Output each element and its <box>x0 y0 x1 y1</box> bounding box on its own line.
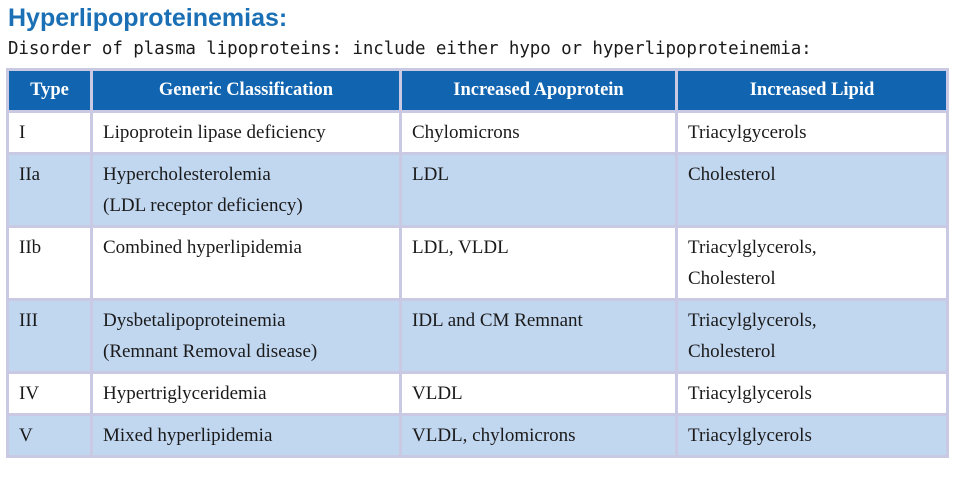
apoprotein-line: LDL <box>412 164 449 185</box>
classification-line: (LDL receptor deficiency) <box>103 195 303 216</box>
table-row: V Mixed hyperlipidemia VLDL, chylomicron… <box>9 416 946 455</box>
page-subtitle: Disorder of plasma lipoproteins: include… <box>8 39 812 59</box>
classification-line: Hypertriglyceridemia <box>103 383 267 404</box>
cell-type: IIb <box>9 228 90 298</box>
lipid-line: Triacylglycerols, <box>688 310 817 331</box>
table-header-row: Type Generic Classification Increased Ap… <box>9 71 946 110</box>
cell-classification: Lipoprotein lipase deficiency <box>93 113 399 152</box>
cell-lipid: Triacylgycerols <box>678 113 946 152</box>
classification-line: Hypercholesterolemia <box>103 164 271 185</box>
apoprotein-line: Chylomicrons <box>412 122 520 143</box>
cell-type: III <box>9 301 90 371</box>
classification-line: Mixed hyperlipidemia <box>103 425 273 446</box>
cell-lipid: Triacylglycerols, Cholesterol <box>678 228 946 298</box>
lipid-line: Triacylglycerols, <box>688 237 817 258</box>
apoprotein-line: IDL and CM Remnant <box>412 310 583 331</box>
classification-line: Dysbetalipoproteinemia <box>103 310 286 331</box>
classification-line: Combined hyperlipidemia <box>103 237 302 258</box>
cell-apoprotein: VLDL <box>402 374 675 413</box>
cell-classification: Combined hyperlipidemia <box>93 228 399 298</box>
lipid-line: Cholesterol <box>688 164 776 185</box>
classification-line: Lipoprotein lipase deficiency <box>103 122 326 143</box>
cell-classification: Mixed hyperlipidemia <box>93 416 399 455</box>
cell-classification: Hypertriglyceridemia <box>93 374 399 413</box>
cell-lipid: Triacylglycerols <box>678 416 946 455</box>
apoprotein-line: VLDL, chylomicrons <box>412 425 576 446</box>
lipid-line: Cholesterol <box>688 268 776 289</box>
lipid-line: Triacylglycerols <box>688 383 812 404</box>
cell-type: I <box>9 113 90 152</box>
table-row: III Dysbetalipoproteinemia (Remnant Remo… <box>9 301 946 371</box>
cell-type: IV <box>9 374 90 413</box>
lipid-line: Triacylglycerols <box>688 425 812 446</box>
cell-lipid: Triacylglycerols <box>678 374 946 413</box>
cell-classification: Dysbetalipoproteinemia (Remnant Removal … <box>93 301 399 371</box>
cell-apoprotein: VLDL, chylomicrons <box>402 416 675 455</box>
column-header-type: Type <box>9 71 90 110</box>
cell-lipid: Cholesterol <box>678 155 946 225</box>
classification-line: (Remnant Removal disease) <box>103 341 318 362</box>
cell-apoprotein: LDL <box>402 155 675 225</box>
cell-classification: Hypercholesterolemia (LDL receptor defic… <box>93 155 399 225</box>
column-header-lipid: Increased Lipid <box>678 71 946 110</box>
column-header-classification: Generic Classification <box>93 71 399 110</box>
cell-apoprotein: Chylomicrons <box>402 113 675 152</box>
table-row: IV Hypertriglyceridemia VLDL Triacylglyc… <box>9 374 946 413</box>
apoprotein-line: LDL, VLDL <box>412 237 509 258</box>
lipid-line: Cholesterol <box>688 341 776 362</box>
cell-type: V <box>9 416 90 455</box>
cell-type: IIa <box>9 155 90 225</box>
cell-lipid: Triacylglycerols, Cholesterol <box>678 301 946 371</box>
table-row: IIa Hypercholesterolemia (LDL receptor d… <box>9 155 946 225</box>
apoprotein-line: VLDL <box>412 383 463 404</box>
hyperlipoproteinemia-table: Type Generic Classification Increased Ap… <box>6 68 949 458</box>
table-row: I Lipoprotein lipase deficiency Chylomic… <box>9 113 946 152</box>
cell-apoprotein: LDL, VLDL <box>402 228 675 298</box>
cell-apoprotein: IDL and CM Remnant <box>402 301 675 371</box>
page-title: Hyperlipoproteinemias: <box>8 4 288 32</box>
lipid-line: Triacylgycerols <box>688 122 807 143</box>
table-row: IIb Combined hyperlipidemia LDL, VLDL Tr… <box>9 228 946 298</box>
column-header-apoprotein: Increased Apoprotein <box>402 71 675 110</box>
